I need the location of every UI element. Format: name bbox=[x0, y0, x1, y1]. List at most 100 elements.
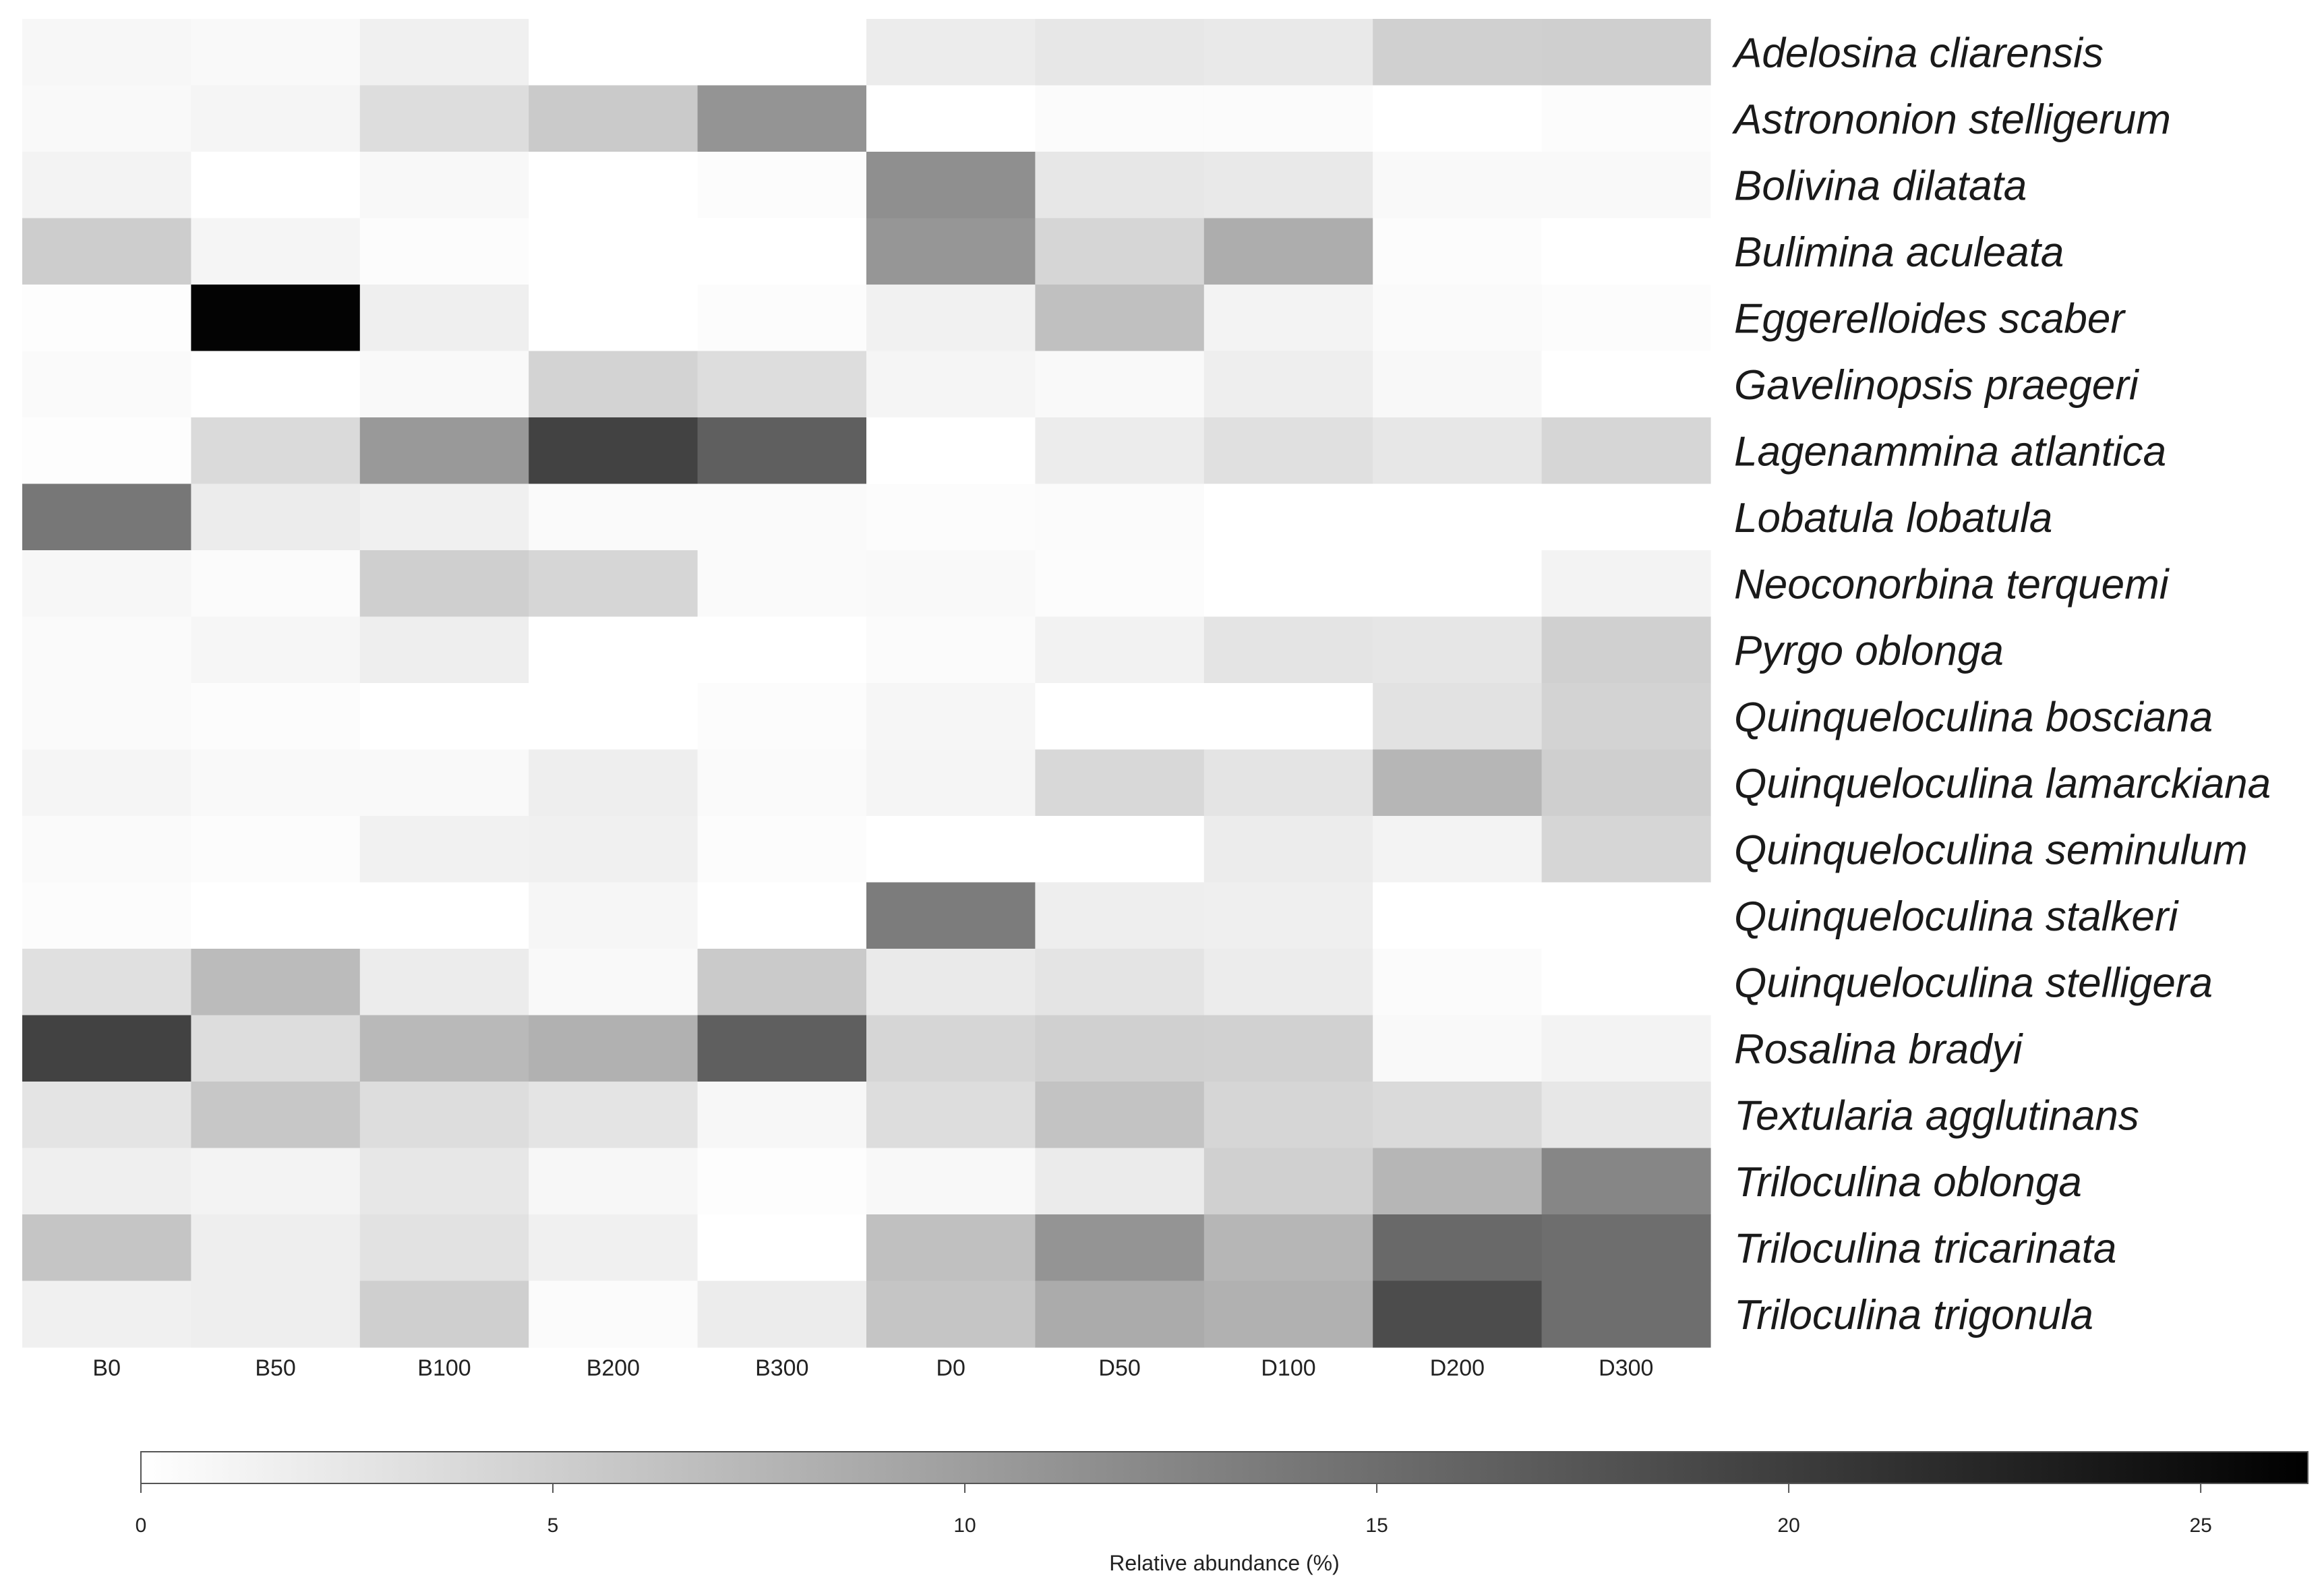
heatmap-cell bbox=[22, 1148, 191, 1215]
heatmap-cell bbox=[359, 85, 529, 152]
heatmap-cell bbox=[1373, 19, 1543, 86]
sample-label: B0 bbox=[92, 1355, 121, 1381]
species-label: Lobatula lobatula bbox=[1734, 495, 2052, 541]
heatmap-cell bbox=[866, 218, 1036, 285]
heatmap-cell bbox=[359, 417, 529, 485]
heatmap-cell bbox=[359, 1280, 529, 1348]
heatmap-cell bbox=[359, 882, 529, 949]
heatmap-cell bbox=[191, 152, 361, 219]
heatmap-cell bbox=[359, 616, 529, 684]
heatmap-cell bbox=[866, 285, 1036, 352]
heatmap-cell bbox=[22, 218, 191, 285]
heatmap-cell bbox=[1035, 550, 1205, 618]
heatmap-cell bbox=[22, 882, 191, 949]
heatmap-cell bbox=[359, 949, 529, 1016]
heatmap-cell bbox=[529, 1214, 698, 1282]
heatmap-cell bbox=[1541, 749, 1711, 817]
heatmap-cell bbox=[1541, 1214, 1711, 1282]
heatmap-cell bbox=[22, 285, 191, 352]
heatmap-cell bbox=[1203, 19, 1373, 86]
heatmap-cell bbox=[191, 816, 361, 883]
species-labels: Adelosina cliarensis Astrononion stellige… bbox=[1731, 30, 2271, 1338]
heatmap-cell bbox=[22, 550, 191, 618]
heatmap-cell bbox=[359, 749, 529, 817]
heatmap-cell bbox=[1373, 417, 1543, 485]
heatmap-cell bbox=[1203, 1148, 1373, 1215]
heatmap-cell bbox=[1541, 85, 1711, 152]
heatmap-cell bbox=[191, 683, 361, 750]
heatmap-cell bbox=[697, 1214, 867, 1282]
heatmap-cell bbox=[697, 152, 867, 219]
heatmap-cell bbox=[191, 882, 361, 949]
colorbar-tick-label: 0 bbox=[136, 1514, 147, 1537]
sample-label: D50 bbox=[1098, 1355, 1140, 1381]
heatmap-cell bbox=[697, 1015, 867, 1082]
heatmap-cell bbox=[191, 616, 361, 684]
species-label: Triloculina oblonga bbox=[1734, 1159, 2082, 1206]
heatmap-cell bbox=[529, 1015, 698, 1082]
heatmap-cell bbox=[359, 483, 529, 551]
heatmap-cell bbox=[22, 1214, 191, 1282]
heatmap-cell bbox=[1035, 218, 1205, 285]
heatmap-cell bbox=[866, 1148, 1036, 1215]
heatmap-cell bbox=[1373, 85, 1543, 152]
colorbar-tick-label: 20 bbox=[1777, 1514, 1799, 1537]
heatmap-cell bbox=[697, 1148, 867, 1215]
heatmap-cell bbox=[1541, 683, 1711, 750]
colorbar-tick-label: 10 bbox=[953, 1514, 976, 1537]
colorbar-ticks: 0 5 10 15 20 25 bbox=[136, 1483, 2212, 1537]
heatmap-cell bbox=[1035, 351, 1205, 418]
heatmap-cell bbox=[359, 1015, 529, 1082]
heatmap-cell bbox=[697, 218, 867, 285]
heatmap-cell bbox=[1035, 1280, 1205, 1348]
sample-labels: B0 B50 B100 B200 B300 D0 D50 D100 D200 D300 bbox=[92, 1355, 1653, 1381]
heatmap-cell bbox=[1541, 152, 1711, 219]
heatmap-cell bbox=[697, 285, 867, 352]
species-label: Textularia agglutinans bbox=[1734, 1092, 2139, 1139]
heatmap-cell bbox=[866, 749, 1036, 817]
heatmap-cell bbox=[1203, 1214, 1373, 1282]
heatmap-cell bbox=[1203, 417, 1373, 485]
sample-label: B50 bbox=[255, 1355, 296, 1381]
heatmap-cell bbox=[1541, 218, 1711, 285]
heatmap-cell bbox=[1373, 483, 1543, 551]
heatmap-cell bbox=[1541, 285, 1711, 352]
heatmap-cell bbox=[529, 85, 698, 152]
heatmap-cell bbox=[529, 1148, 698, 1215]
heatmap-cell bbox=[1203, 85, 1373, 152]
heatmap-cell bbox=[22, 19, 191, 86]
heatmap-cell bbox=[359, 683, 529, 750]
heatmap-cell bbox=[697, 19, 867, 86]
species-label: Bolivina dilatata bbox=[1734, 163, 2027, 209]
heatmap-cell bbox=[191, 1148, 361, 1215]
heatmap-cell bbox=[697, 816, 867, 883]
heatmap-cell bbox=[866, 882, 1036, 949]
heatmap-cell bbox=[22, 1015, 191, 1082]
heatmap-cell bbox=[1035, 749, 1205, 817]
heatmap-cell bbox=[529, 351, 698, 418]
heatmap-cell bbox=[1203, 1082, 1373, 1149]
heatmap-cell bbox=[1373, 351, 1543, 418]
heatmap-cell bbox=[1373, 1148, 1543, 1215]
heatmap-cell bbox=[1373, 949, 1543, 1016]
heatmap-cell bbox=[866, 1082, 1036, 1149]
sample-label: D100 bbox=[1261, 1355, 1315, 1381]
heatmap-cell bbox=[1035, 949, 1205, 1016]
heatmap-cell bbox=[1203, 285, 1373, 352]
heatmap-cell bbox=[697, 483, 867, 551]
heatmap-cell bbox=[22, 949, 191, 1016]
species-label: Quinqueloculina seminulum bbox=[1734, 827, 2248, 873]
sample-label: B300 bbox=[755, 1355, 808, 1381]
heatmap-cell bbox=[1541, 1148, 1711, 1215]
heatmap-cell bbox=[1373, 1214, 1543, 1282]
heatmap-cell bbox=[359, 1214, 529, 1282]
heatmap-cell bbox=[697, 550, 867, 618]
heatmap-cell bbox=[1203, 949, 1373, 1016]
heatmap-cell bbox=[191, 1280, 361, 1348]
heatmap-cell bbox=[697, 683, 867, 750]
heatmap-cell bbox=[866, 683, 1036, 750]
species-label: Bulimina aculeata bbox=[1734, 229, 2064, 276]
species-label: Neoconorbina terquemi bbox=[1734, 561, 2170, 608]
heatmap-cell bbox=[866, 19, 1036, 86]
heatmap-cell bbox=[1373, 882, 1543, 949]
